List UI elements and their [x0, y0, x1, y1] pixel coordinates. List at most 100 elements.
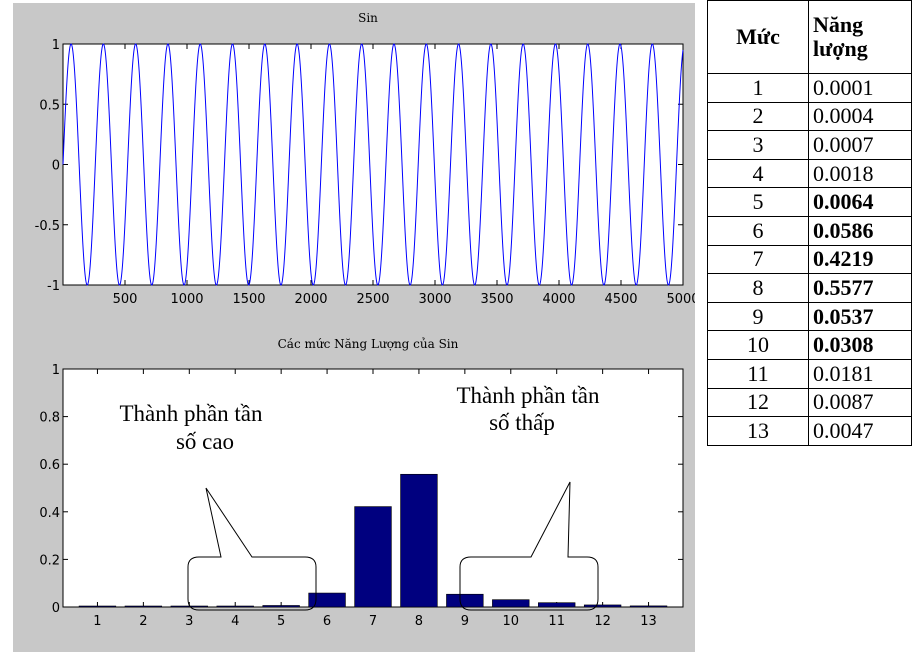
sin-y-tick-label: 1	[52, 38, 60, 53]
energy-y-tick-label: 0.6	[39, 458, 60, 473]
sin-x-axis: 500 1000 1500 2000 2500 3000 3500 4000 4500 5000	[113, 44, 695, 307]
figure-canvas: Sin 1 0.5 0 -0.5 -1 500 1000 1500 2000 2500 3000 3…	[35, 11, 695, 629]
level-cell: 3	[707, 130, 809, 160]
annotation-low-freq-line2: số thấp	[489, 410, 555, 435]
energy-bar	[629, 605, 668, 608]
energy-x-tick-label: 2	[139, 614, 147, 629]
table-row: 6 0.0586	[707, 215, 912, 246]
energy-x-tick-label: 7	[369, 614, 377, 629]
energy-bar	[354, 506, 392, 608]
energy-x-tick-label: 10	[503, 614, 520, 629]
sin-y-axis: 1 0.5 0 -0.5 -1	[35, 38, 683, 294]
level-cell: 4	[707, 158, 809, 189]
energy-x-tick-label: 12	[594, 614, 611, 629]
table-body: 1 0.0001 2 0.0004 3 0.0007 4 0.0018 5 0.0064 6 0.05…	[707, 73, 912, 446]
matlab-figure: Sin 1 0.5 0 -0.5 -1 500 1000 1500 2000 2500 3000 3…	[13, 3, 695, 652]
table-header-row: Mức Năng lượng	[707, 0, 912, 74]
energy-table: Mức Năng lượng 1 0.0001 2 0.0004 3 0.0007 4 0.0…	[707, 0, 912, 446]
annotation-low-freq-line1: Thành phần tần	[456, 383, 600, 408]
sin-y-tick-label: 0.5	[39, 98, 60, 113]
energy-x-tick-label: 9	[461, 614, 469, 629]
level-cell: 1	[707, 73, 809, 103]
sin-x-tick-label: 2000	[294, 292, 327, 307]
energy-cell: 0.0018	[808, 158, 912, 189]
sin-x-tick-label: 500	[113, 292, 138, 307]
energy-cell: 0.0001	[808, 73, 912, 103]
energy-cell: 0.0064	[808, 187, 912, 217]
annotation-high-freq-line1: Thành phần tần	[119, 401, 263, 426]
table-row: 11 0.0181	[707, 358, 912, 389]
energy-y-tick-label: 0.4	[39, 506, 60, 521]
table-row: 4 0.0018	[707, 158, 912, 189]
header-level: Mức	[707, 0, 809, 74]
table-row: 3 0.0007	[707, 130, 912, 160]
sin-x-tick-label: 2500	[356, 292, 389, 307]
energy-bar	[538, 602, 576, 608]
energy-x-tick-label: 6	[323, 614, 331, 629]
sin-x-tick-label: 4000	[542, 292, 575, 307]
energy-bar	[446, 593, 484, 608]
sin-x-tick-label: 1500	[232, 292, 265, 307]
energy-bar	[124, 605, 163, 608]
energy-x-axis: 1 2 3 4 5 6 7 8 9 10 11 12 13	[93, 369, 657, 629]
energy-y-tick-label: 0	[52, 601, 60, 616]
energy-x-tick-label: 1	[93, 614, 101, 629]
table-row: 7 0.4219	[707, 244, 912, 275]
energy-cell: 0.0181	[808, 358, 912, 389]
energy-y-axis: 0 0.2 0.4 0.6 0.8 1	[39, 363, 683, 616]
table-row: 9 0.0537	[707, 301, 912, 332]
energy-cell: 0.0537	[808, 301, 912, 332]
energy-bar	[216, 605, 254, 608]
sin-y-tick-label: -0.5	[35, 219, 60, 234]
table-row: 13 0.0047	[707, 416, 912, 446]
level-cell: 11	[707, 358, 809, 389]
energy-bar	[262, 605, 300, 608]
sin-x-tick-label: 1000	[170, 292, 203, 307]
energy-cell: 0.5577	[808, 273, 912, 303]
sin-x-tick-label: 3000	[418, 292, 451, 307]
level-cell: 2	[707, 101, 809, 132]
energy-bar	[78, 605, 117, 608]
energy-x-tick-label: 3	[185, 614, 193, 629]
energy-bar	[492, 599, 530, 608]
energy-bar	[583, 604, 622, 608]
level-cell: 13	[707, 416, 809, 446]
energy-x-tick-label: 13	[640, 614, 657, 629]
level-cell: 9	[707, 301, 809, 332]
energy-x-tick-label: 4	[231, 614, 239, 629]
sin-x-tick-label: 5000	[666, 292, 695, 307]
level-cell: 12	[707, 387, 809, 418]
level-cell: 10	[707, 330, 809, 360]
sin-x-tick-label: 3500	[480, 292, 513, 307]
level-cell: 7	[707, 244, 809, 275]
header-energy: Năng lượng	[808, 0, 912, 74]
energy-x-tick-label: 8	[415, 614, 423, 629]
sin-plot-title: Sin	[358, 11, 378, 25]
energy-cell: 0.0308	[808, 330, 912, 360]
energy-cell: 0.0007	[808, 130, 912, 160]
energy-bar	[400, 473, 438, 608]
table-row: 10 0.0308	[707, 330, 912, 360]
table-row: 8 0.5577	[707, 273, 912, 303]
energy-y-tick-label: 0.8	[39, 411, 60, 426]
energy-cell: 0.0087	[808, 387, 912, 418]
sin-x-tick-label: 4500	[604, 292, 637, 307]
callout-bubble-low-freq	[459, 481, 599, 611]
table-row: 1 0.0001	[707, 73, 912, 103]
energy-x-tick-label: 11	[548, 614, 565, 629]
sin-wave-line	[62, 43, 684, 286]
level-cell: 6	[707, 215, 809, 246]
energy-y-tick-label: 0.2	[39, 553, 60, 568]
energy-x-tick-label: 5	[277, 614, 285, 629]
level-cell: 8	[707, 273, 809, 303]
energy-y-tick-label: 1	[52, 363, 60, 378]
sin-y-tick-label: 0	[52, 159, 60, 174]
energy-cell: 0.4219	[808, 244, 912, 275]
level-cell: 5	[707, 187, 809, 217]
energy-cell: 0.0047	[808, 416, 912, 446]
table-row: 12 0.0087	[707, 387, 912, 418]
callout-bubble-high-freq	[187, 487, 317, 611]
energy-cell: 0.0586	[808, 215, 912, 246]
energy-cell: 0.0004	[808, 101, 912, 132]
energy-plot-title: Các mức Năng Lượng của Sin	[278, 337, 459, 351]
